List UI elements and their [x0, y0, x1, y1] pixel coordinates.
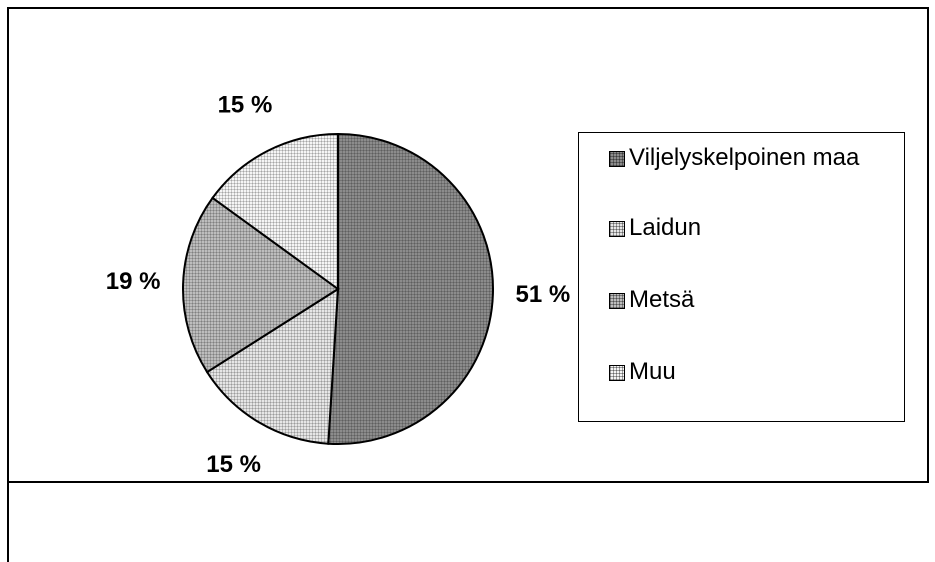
pie-slice — [211, 132, 339, 291]
data-label: 51 % — [516, 281, 571, 308]
legend-label: Metsä — [629, 286, 695, 313]
legend-item: Viljelyskelpoinen maa — [609, 143, 859, 173]
legend-item: Muu — [609, 357, 676, 387]
legend-item: Laidun — [609, 213, 701, 243]
legend-swatch — [609, 151, 625, 167]
pie-slice — [182, 196, 340, 374]
legend-label: Muu — [629, 358, 676, 385]
data-label: 19 % — [106, 268, 161, 295]
legend-swatch — [609, 221, 625, 237]
legend: Viljelyskelpoinen maa Laidun Metsä Muu — [578, 132, 905, 422]
data-label: 15 % — [218, 92, 273, 119]
legend-swatch — [609, 365, 625, 381]
data-label: 15 % — [206, 451, 261, 478]
legend-swatch — [609, 293, 625, 309]
pie: 51 % 15 % 19 % 15 % — [106, 92, 571, 478]
frame — [7, 7, 929, 483]
pie-slice — [205, 287, 340, 445]
legend-label: Laidun — [629, 214, 702, 241]
legend-label: Viljelyskelpoinen maa — [629, 144, 860, 171]
pie-slice — [327, 132, 494, 445]
legend-item: Metsä — [609, 285, 694, 315]
